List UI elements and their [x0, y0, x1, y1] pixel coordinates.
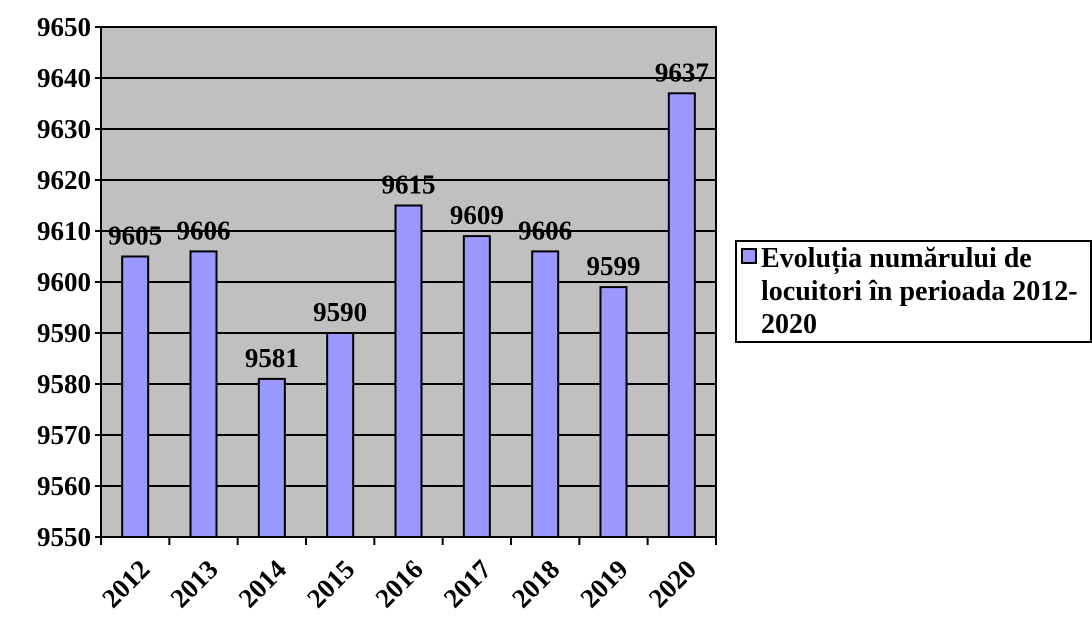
x-tick-label: 2020 — [643, 554, 702, 613]
bar-data-label: 9606 — [518, 215, 572, 245]
bar-data-label: 9581 — [245, 343, 299, 373]
y-axis: 9550 9560 9570 9580 9590 9600 9610 9620 9630 9640… — [37, 12, 102, 552]
y-tick-label: 9550 — [37, 522, 91, 552]
x-tick-label: 2018 — [506, 554, 565, 613]
bar — [531, 250, 560, 538]
bar — [189, 250, 218, 538]
x-tick-label: 2017 — [438, 554, 497, 613]
x-tick-label: 2014 — [233, 554, 292, 613]
x-tick-label: 2013 — [164, 554, 223, 613]
x-tick-label: 2016 — [369, 554, 428, 613]
y-tick-label: 9560 — [37, 471, 91, 501]
y-tick-label: 9590 — [37, 318, 91, 348]
legend-label: Evoluția numărului de locuitori în perio… — [761, 243, 1078, 340]
bar-data-label: 9615 — [382, 170, 436, 200]
y-tick-label: 9650 — [37, 12, 91, 42]
bar — [394, 204, 423, 538]
bar — [667, 92, 696, 539]
legend-swatch — [741, 248, 757, 264]
y-tick-label: 9610 — [37, 216, 91, 246]
x-tick-label: 2015 — [301, 554, 360, 613]
bar — [326, 332, 355, 538]
y-tick-label: 9570 — [37, 420, 91, 450]
legend: Evoluția numărului de locuitori în perio… — [735, 240, 1092, 343]
bar-data-label: 9605 — [108, 221, 162, 251]
bar-data-label: 9637 — [655, 57, 709, 87]
bar — [462, 235, 491, 538]
y-tick-label: 9600 — [37, 267, 91, 297]
bar-data-label: 9590 — [313, 297, 367, 327]
bar-labels: 9605 9606 9581 9590 9615 9609 9606 9599 9637 — [108, 57, 709, 373]
y-tick-label: 9580 — [37, 369, 91, 399]
bar-data-label: 9609 — [450, 200, 504, 230]
bar — [257, 377, 286, 538]
x-tick-label: 2012 — [96, 554, 155, 613]
y-tick-label: 9620 — [37, 165, 91, 195]
x-tick-label: 2019 — [574, 554, 633, 613]
y-tick-label: 9630 — [37, 114, 91, 144]
bar — [599, 286, 628, 538]
y-tick-label: 9640 — [37, 63, 91, 93]
bar — [121, 255, 150, 538]
bars — [121, 92, 696, 539]
bar-data-label: 9599 — [587, 251, 641, 281]
bar-data-label: 9606 — [177, 215, 231, 245]
x-axis: 2012 2013 2014 2015 2016 2017 2018 2019 2020 — [96, 536, 717, 613]
